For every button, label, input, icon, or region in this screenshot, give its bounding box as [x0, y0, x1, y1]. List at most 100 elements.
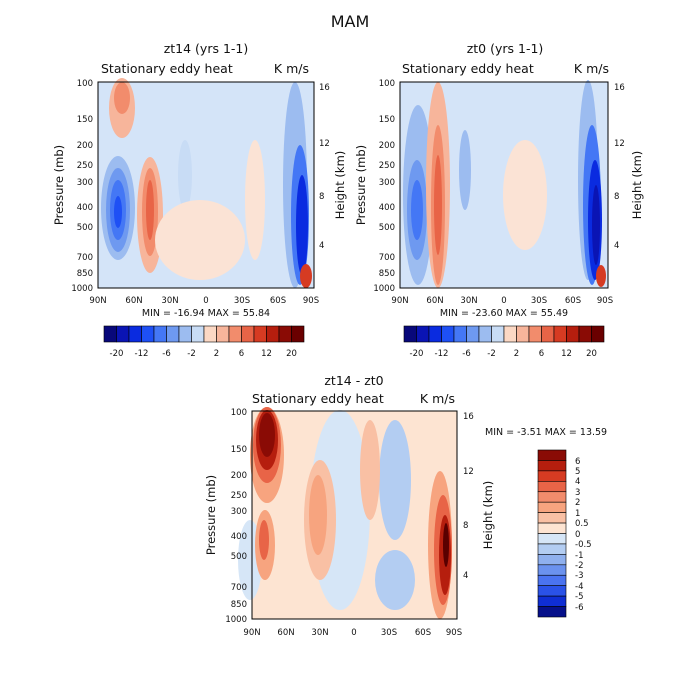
- y-tick-label: 100: [77, 79, 93, 89]
- y-tick-label: 500: [231, 552, 247, 562]
- y-tick-label: 200: [77, 141, 93, 151]
- colorbar-swatch: [537, 533, 567, 545]
- colorbar-label: 6: [239, 349, 244, 359]
- colorbar-label: -3: [575, 571, 583, 581]
- panel-zt0: zt0 (yrs 1-1) Stationary eddy heat K m/s…: [354, 41, 644, 359]
- colorbar-swatch: [516, 325, 530, 343]
- y2-tick-label: 12: [319, 139, 330, 149]
- colorbar-swatch: [537, 501, 567, 513]
- panel-title: zt0 (yrs 1-1): [467, 41, 544, 56]
- colorbar-label: 12: [261, 349, 272, 359]
- y2-axis-label: Height (km): [481, 481, 495, 550]
- panel-subtitle-left: Stationary eddy heat: [101, 61, 233, 76]
- colorbar-swatch: [537, 512, 567, 524]
- panel-subtitle-right: K m/s: [274, 61, 309, 76]
- colorbar-swatch: [537, 449, 567, 461]
- colorbar-swatch: [166, 325, 180, 343]
- colorbar-swatch: [553, 325, 567, 343]
- x-tick-label: 30S: [381, 628, 397, 638]
- panel-title: zt14 - zt0: [324, 373, 383, 388]
- y-tick-label: 300: [77, 178, 93, 188]
- y2-tick-label: 4: [319, 241, 324, 251]
- x-tick-label: 60N: [125, 296, 142, 306]
- colorbar-swatch: [491, 325, 505, 343]
- y-tick-label: 150: [77, 115, 93, 125]
- x-tick-label: 30S: [531, 296, 547, 306]
- x-tick-label: 30N: [311, 628, 328, 638]
- x-tick-label: 60S: [415, 628, 431, 638]
- x-tick-label: 0: [203, 296, 208, 306]
- x-tick-label: 90N: [243, 628, 260, 638]
- colorbar-swatch: [128, 325, 142, 343]
- colorbar-label: -20: [410, 349, 424, 359]
- heatmap-field-diff: [238, 407, 458, 620]
- colorbar-swatch: [528, 325, 542, 343]
- y2-tick-label: 16: [463, 412, 474, 422]
- colorbar-swatch: [478, 325, 492, 343]
- x-tick-label: 60S: [565, 296, 581, 306]
- y-tick-label: 400: [231, 532, 247, 542]
- colorbar-label: 5: [575, 467, 580, 477]
- y-tick-label: 1000: [373, 284, 395, 294]
- colorbar-swatch: [291, 325, 305, 343]
- colorbar-label: -5: [575, 592, 583, 602]
- colorbar-swatch: [537, 522, 567, 534]
- colorbar-swatch: [241, 325, 255, 343]
- y2-tick-label: 4: [463, 571, 468, 581]
- y2-tick-label: 12: [614, 139, 625, 149]
- panel-subtitle-right: K m/s: [574, 61, 609, 76]
- x-tick-label: 30N: [460, 296, 477, 306]
- colorbar-swatch: [537, 595, 567, 607]
- x-tick-label: 30S: [234, 296, 250, 306]
- heatmap-field-zt14: [97, 78, 315, 289]
- y-tick-label: 1000: [225, 615, 247, 625]
- colorbar-label: -12: [135, 349, 149, 359]
- colorbar-swatch: [537, 470, 567, 482]
- y2-axis-label: Height (km): [333, 151, 347, 220]
- colorbar-swatch: [537, 481, 567, 493]
- y2-tick-label: 12: [463, 467, 474, 477]
- colorbar-zt0: -20 -12 -6 -2 2 6 12 20: [403, 325, 605, 359]
- colorbar-swatch: [537, 564, 567, 576]
- y-axis-label: Pressure (mb): [354, 145, 368, 225]
- y-tick-label: 250: [77, 161, 93, 171]
- colorbar-swatch: [416, 325, 430, 343]
- colorbar-swatch: [216, 325, 230, 343]
- colorbar-swatch: [191, 325, 205, 343]
- y-tick-label: 850: [379, 269, 395, 279]
- colorbar-swatch: [537, 574, 567, 586]
- colorbar-label: 4: [575, 477, 580, 487]
- y2-tick-label: 8: [614, 192, 619, 202]
- colorbar-label: 20: [586, 349, 597, 359]
- y-tick-label: 300: [231, 507, 247, 517]
- colorbar-label: -6: [575, 603, 583, 613]
- colorbar-swatch: [537, 460, 567, 472]
- y2-tick-label: 8: [319, 192, 324, 202]
- colorbar-swatch: [203, 325, 217, 343]
- colorbar-swatch: [566, 325, 580, 343]
- panel-title: zt14 (yrs 1-1): [164, 41, 249, 56]
- colorbar-label: 0.5: [575, 519, 589, 529]
- colorbar-zt14: -20 -12 -6 -2 2 6 12 20: [103, 325, 305, 359]
- figure-title: MAM: [331, 12, 370, 31]
- y-tick-label: 200: [379, 141, 395, 151]
- colorbar-label: 20: [286, 349, 297, 359]
- x-tick-label: 90S: [303, 296, 319, 306]
- x-tick-label: 60N: [277, 628, 294, 638]
- colorbar-swatch: [266, 325, 280, 343]
- colorbar-label: 2: [575, 498, 580, 508]
- colorbar-swatch: [578, 325, 592, 343]
- colorbar-label: 2: [214, 349, 219, 359]
- y-tick-label: 150: [231, 445, 247, 455]
- x-tick-label: 30N: [161, 296, 178, 306]
- y2-axis-label: Height (km): [630, 151, 644, 220]
- colorbar-swatch: [153, 325, 167, 343]
- x-tick-label: 0: [351, 628, 356, 638]
- y-tick-label: 250: [231, 491, 247, 501]
- panel-subtitle-left: Stationary eddy heat: [252, 391, 384, 406]
- y-tick-label: 250: [379, 161, 395, 171]
- colorbar-label: -2: [187, 349, 195, 359]
- y-tick-label: 850: [77, 269, 93, 279]
- stats-label: MIN = -3.51 MAX = 13.59: [485, 427, 607, 438]
